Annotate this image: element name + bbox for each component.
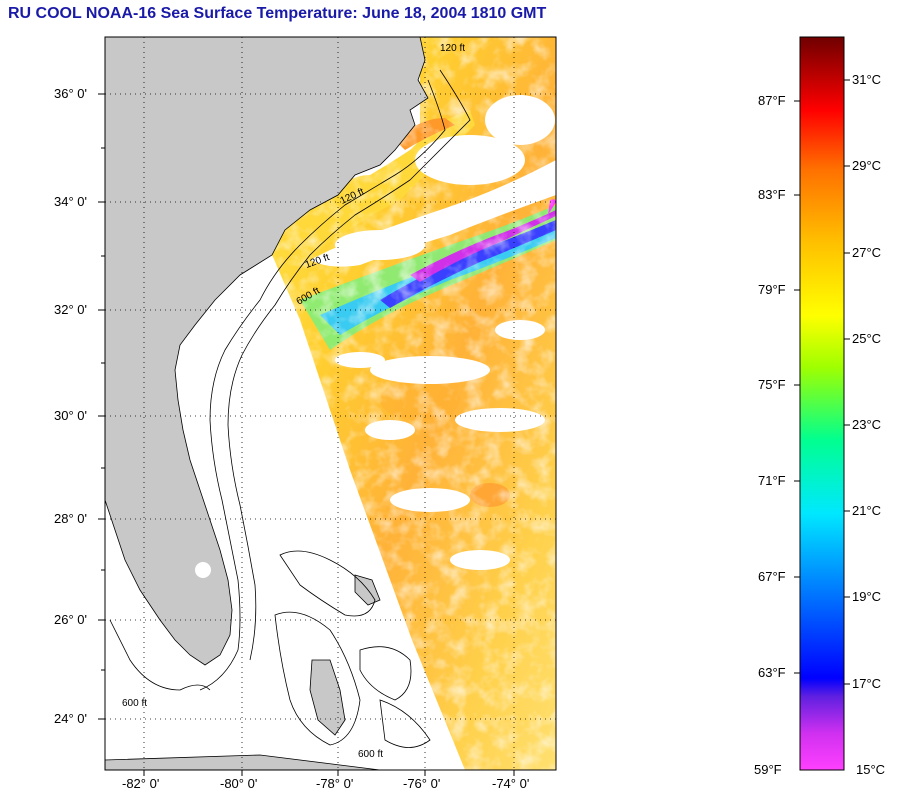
colorbar-c-15: 15°C [856,762,886,777]
lat-label-26: 26° 0' [54,612,87,627]
lat-label-30: 30° 0' [54,408,87,423]
lat-label-34: 34° 0' [54,194,87,209]
colorbar-f-71: 71°F [758,473,786,488]
lat-label-24: 24° 0' [54,711,87,726]
colorbar-f-59: 59°F [754,762,782,777]
colorbar-f-75: 75°F [758,377,786,392]
lat-label-28: 28° 0' [54,511,87,526]
land-mass [105,37,429,666]
colorbar-f-63: 63°F [758,665,786,680]
map-frame [104,36,557,771]
lat-label-36: 36° 0' [54,86,87,101]
colorbar-c-17: 17°C [852,676,882,691]
colorbar-c-29: 29°C [852,158,882,173]
colorbar-f-83: 83°F [758,187,786,202]
colorbar-f-79: 79°F [758,282,786,297]
colorbar-c-31: 31°C [852,72,882,87]
lat-label-32: 32° 0' [54,302,87,317]
colorbar [799,36,845,771]
contour-label: 120 ft [440,43,466,54]
colorbar-c-25: 25°C [852,331,882,346]
contour-label: 600 ft [358,749,384,760]
contour-label: 600 ft [122,698,148,709]
colorbar-f-67: 67°F [758,569,786,584]
colorbar-c-21: 21°C [852,503,882,518]
lon-label-74: -74° 0' [492,776,530,791]
colorbar-f-87: 87°F [758,93,786,108]
lon-label-82: -82° 0' [122,776,160,791]
lon-label-76: -76° 0' [403,776,441,791]
colorbar-c-27: 27°C [852,245,882,260]
colorbar-c-23: 23°C [852,417,882,432]
map-title: RU COOL NOAA-16 Sea Surface Temperature:… [8,5,547,22]
lon-label-78: -78° 0' [316,776,354,791]
lon-label-80: -80° 0' [220,776,258,791]
colorbar-c-19: 19°C [852,589,882,604]
